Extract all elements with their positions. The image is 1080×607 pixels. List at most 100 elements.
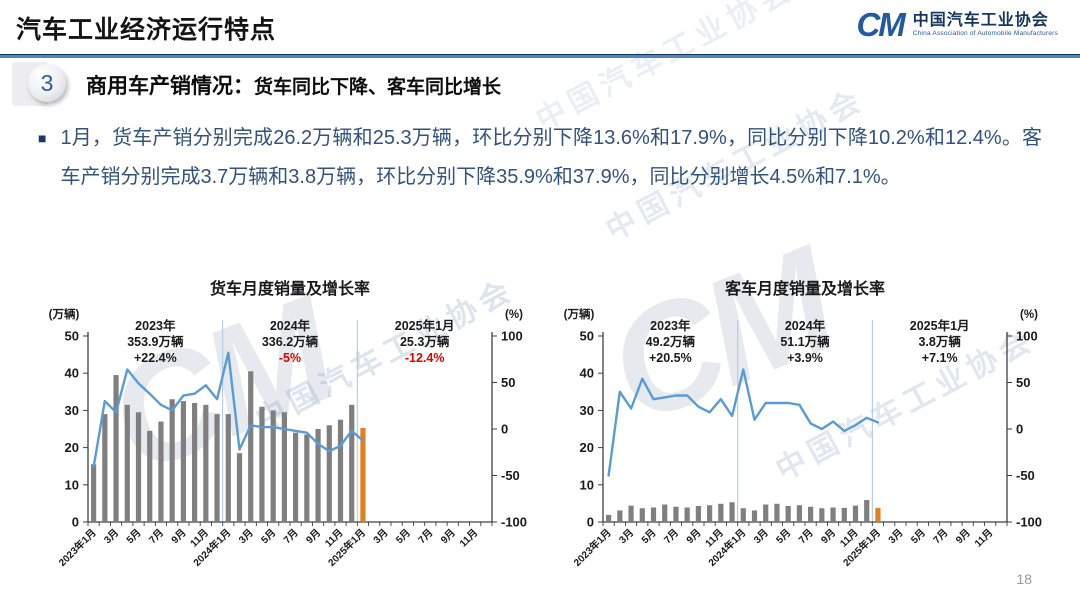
left-axis-tick-label: 10 [580, 477, 594, 492]
x-axis-tick-label: 11月 [457, 527, 480, 550]
right-axis-tick-label: -50 [1016, 468, 1035, 483]
annotation-period: 2025年1月 [910, 318, 970, 333]
bar [180, 401, 186, 522]
logo-monogram-icon: CM [856, 6, 905, 43]
x-axis-tick-label: 11月 [972, 527, 995, 550]
bar [662, 504, 668, 522]
bar-current-month [875, 507, 881, 522]
bullet-square-icon: ■ [38, 130, 47, 146]
section-heading-sub: 货车同比下降、客车同比增长 [254, 77, 502, 98]
bar [830, 507, 836, 522]
bar [751, 510, 758, 522]
x-axis-tick-label: 3月 [886, 527, 905, 546]
x-axis-tick-label: 9月 [819, 527, 838, 546]
annotation-growth: -12.4% [405, 351, 445, 365]
bar-current-month [360, 427, 366, 522]
x-axis-tick-label: 7月 [147, 527, 166, 546]
x-axis-tick-label: 3月 [236, 527, 255, 546]
annotation-volume: 51.1万辆 [780, 334, 830, 349]
x-axis-tick-label: 5月 [393, 527, 412, 546]
bar [293, 432, 299, 522]
bar [718, 503, 724, 522]
left-axis-tick-label: 20 [65, 440, 79, 455]
bar [225, 414, 231, 522]
bar [796, 505, 802, 522]
bar [617, 510, 623, 522]
left-axis-tick-label: 10 [65, 477, 79, 492]
bar [315, 429, 321, 522]
x-axis-tick-label: 3月 [751, 527, 770, 546]
bar [326, 425, 332, 522]
logo-org-name: 中国汽车工业协会 [912, 12, 1049, 30]
bar [819, 508, 825, 522]
bar [684, 507, 690, 522]
bar [729, 502, 735, 522]
bar [673, 506, 679, 522]
left-axis-tick-label: 30 [65, 403, 79, 418]
bar [259, 406, 265, 522]
right-axis-unit-label: (%) [505, 309, 523, 321]
x-axis-tick-label: 9月 [953, 527, 972, 546]
logo-org-name-en: China Association of Automobile Manufact… [912, 30, 1058, 38]
chart-title: 货车月度销量及增长率 [210, 279, 370, 298]
bar [841, 507, 847, 522]
section-heading-main: 商用车产销情况： [86, 75, 254, 98]
bar [124, 404, 130, 522]
bar [695, 506, 701, 522]
x-axis-tick-label: 3月 [371, 527, 390, 546]
right-axis-tick-label: 100 [501, 329, 523, 344]
bar [102, 414, 108, 522]
bar [852, 505, 859, 522]
growth-rate-line [607, 368, 880, 477]
annotation-period: 2024年 [270, 318, 311, 333]
bar [337, 419, 344, 522]
bar [763, 504, 769, 522]
bar [236, 453, 243, 522]
x-axis-tick-label: 2023年1月 [56, 526, 99, 569]
x-axis-tick-label: 7月 [931, 527, 950, 546]
left-axis-tick-label: 20 [580, 440, 594, 455]
bar [707, 505, 713, 522]
bar [135, 412, 142, 522]
bar [864, 500, 870, 522]
annotation-period: 2023年 [650, 318, 691, 333]
x-axis-tick-label: 9月 [438, 527, 457, 546]
x-axis-tick-label: 7月 [416, 527, 435, 546]
bar [785, 506, 791, 522]
x-axis-tick-label: 3月 [617, 527, 636, 546]
bar [203, 404, 209, 522]
section-heading: 商用车产销情况：货车同比下降、客车同比增长 [86, 70, 501, 100]
bar [147, 430, 153, 522]
right-axis-tick-label: -100 [501, 515, 527, 530]
bar [113, 375, 119, 522]
bar [628, 505, 634, 522]
right-axis-tick-label: -50 [501, 468, 520, 483]
x-axis-tick-label: 7月 [796, 527, 815, 546]
right-axis-unit-label: (%) [1020, 309, 1038, 321]
bar [304, 434, 310, 522]
annotation-volume: 336.2万辆 [262, 334, 319, 349]
annotation-growth: -5% [279, 351, 301, 365]
x-axis-tick-label: 9月 [304, 527, 323, 546]
annotation-growth: +7.1% [922, 351, 958, 365]
bar [214, 414, 220, 522]
bar [774, 503, 780, 522]
left-axis-tick-label: 0 [587, 515, 594, 530]
bar [158, 421, 164, 522]
right-axis-tick-label: 50 [501, 375, 515, 390]
left-axis-tick-label: 40 [65, 366, 79, 381]
bar [281, 412, 287, 522]
annotation-volume: 25.3万辆 [400, 334, 450, 349]
annotation-volume: 353.9万辆 [127, 334, 184, 349]
x-axis-tick-label: 5月 [639, 527, 658, 546]
x-axis-tick-label: 3月 [102, 527, 121, 546]
left-axis-tick-label: 30 [580, 403, 594, 418]
left-axis-tick-label: 50 [65, 329, 79, 344]
annotation-volume: 3.8万辆 [918, 334, 961, 349]
bar [192, 402, 198, 522]
bus-sales-chart-svg: 客车月度销量及增长率 (万辆) (%) 0 10 20 30 40 50 100 50 0 -50 -10… [564, 279, 1042, 569]
